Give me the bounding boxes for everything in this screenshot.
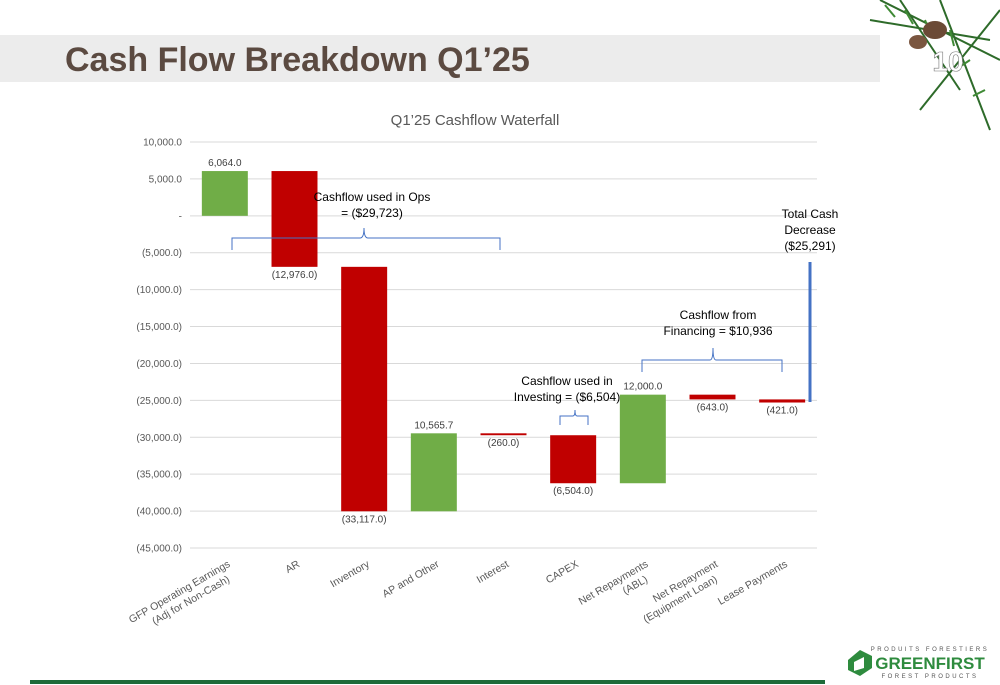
title-band — [0, 35, 880, 82]
annotation: Financing = $10,936 — [663, 324, 772, 338]
value-label: (12,976.0) — [272, 270, 318, 281]
bar — [689, 394, 736, 400]
x-tick-label-group: Inventory — [328, 558, 372, 590]
y-tick-label: 5,000.0 — [149, 174, 183, 185]
y-tick-label: 10,000.0 — [143, 138, 182, 149]
value-label: (260.0) — [488, 438, 520, 449]
brackets — [231, 227, 812, 425]
bar — [271, 171, 318, 267]
x-tick-label: AP and Other — [380, 558, 441, 600]
annotation: Investing = ($6,504) — [514, 390, 620, 404]
y-tick-label: (15,000.0) — [136, 322, 182, 333]
x-tick-label: Inventory — [328, 558, 372, 590]
y-tick-label: (40,000.0) — [136, 507, 182, 518]
value-label: (421.0) — [766, 406, 798, 417]
value-label: 12,000.0 — [623, 382, 662, 393]
annotation: Cashflow used in — [521, 374, 612, 388]
bar — [759, 399, 806, 403]
value-label: (6,504.0) — [553, 486, 593, 497]
y-tick-label: (30,000.0) — [136, 433, 182, 444]
x-tick-label-group: AP and Other — [380, 558, 441, 600]
y-tick-label: (35,000.0) — [136, 470, 182, 481]
x-tick-label-group: Lease Payments — [716, 558, 790, 608]
x-tick-label: AR — [283, 558, 302, 576]
page-number: 10 — [932, 46, 963, 77]
logo-tagline-fr: PRODUITS FORESTIERS — [871, 647, 990, 653]
y-tick-label: (10,000.0) — [136, 285, 182, 296]
logo-name: GREENFIRST — [875, 654, 985, 673]
x-tick-label: CAPEX — [544, 558, 581, 586]
pine-decoration — [869, 0, 1000, 131]
x-tick-label-group: GFP Operating Earnings(Adj for Non-Cash) — [127, 558, 232, 627]
annotation: Total Cash — [782, 207, 839, 221]
plot: 10,000.0 5,000.0 - (5,000.0) (10,000.0) (15,0… — [127, 138, 839, 628]
x-tick-label-group: Net Repayments(ABL) — [577, 558, 651, 607]
annotation: ($25,291) — [784, 239, 835, 253]
y-tick-label: (5,000.0) — [142, 248, 182, 259]
annotation: Cashflow used in Ops — [314, 190, 431, 204]
annotation: Decrease — [784, 223, 836, 237]
bar — [201, 171, 248, 216]
logo-tagline-en: FOREST PRODUCTS — [881, 674, 978, 680]
footer-line — [30, 680, 825, 684]
value-label: (33,117.0) — [342, 514, 387, 525]
y-tick-label: - — [179, 211, 182, 222]
bar — [619, 394, 666, 484]
y-tick-label: (45,000.0) — [136, 544, 182, 555]
bar — [550, 435, 597, 484]
bar — [410, 433, 457, 512]
x-tick-label-group: Interest — [475, 558, 511, 586]
slide-title: Cash Flow Breakdown Q1’25 — [65, 41, 530, 79]
y-tick-label: (25,000.0) — [136, 396, 182, 407]
annotation: = ($29,723) — [341, 206, 403, 220]
annotation: Cashflow from — [680, 308, 757, 322]
bar — [341, 266, 388, 512]
x-tick-label: Interest — [475, 558, 511, 586]
y-tick-label: (20,000.0) — [136, 359, 182, 370]
value-label: (643.0) — [697, 402, 729, 413]
x-tick-label-group: AR — [283, 558, 302, 576]
value-label: 6,064.0 — [208, 158, 242, 169]
chart-title: Q1’25 Cashflow Waterfall — [391, 112, 560, 129]
value-label: 10,565.7 — [414, 420, 453, 431]
x-tick-label: Lease Payments — [716, 558, 790, 608]
logo: PRODUITS FORESTIERS GREENFIRST FOREST PR… — [848, 647, 990, 680]
bar — [480, 433, 527, 436]
x-tick-label-group: CAPEX — [544, 558, 581, 586]
